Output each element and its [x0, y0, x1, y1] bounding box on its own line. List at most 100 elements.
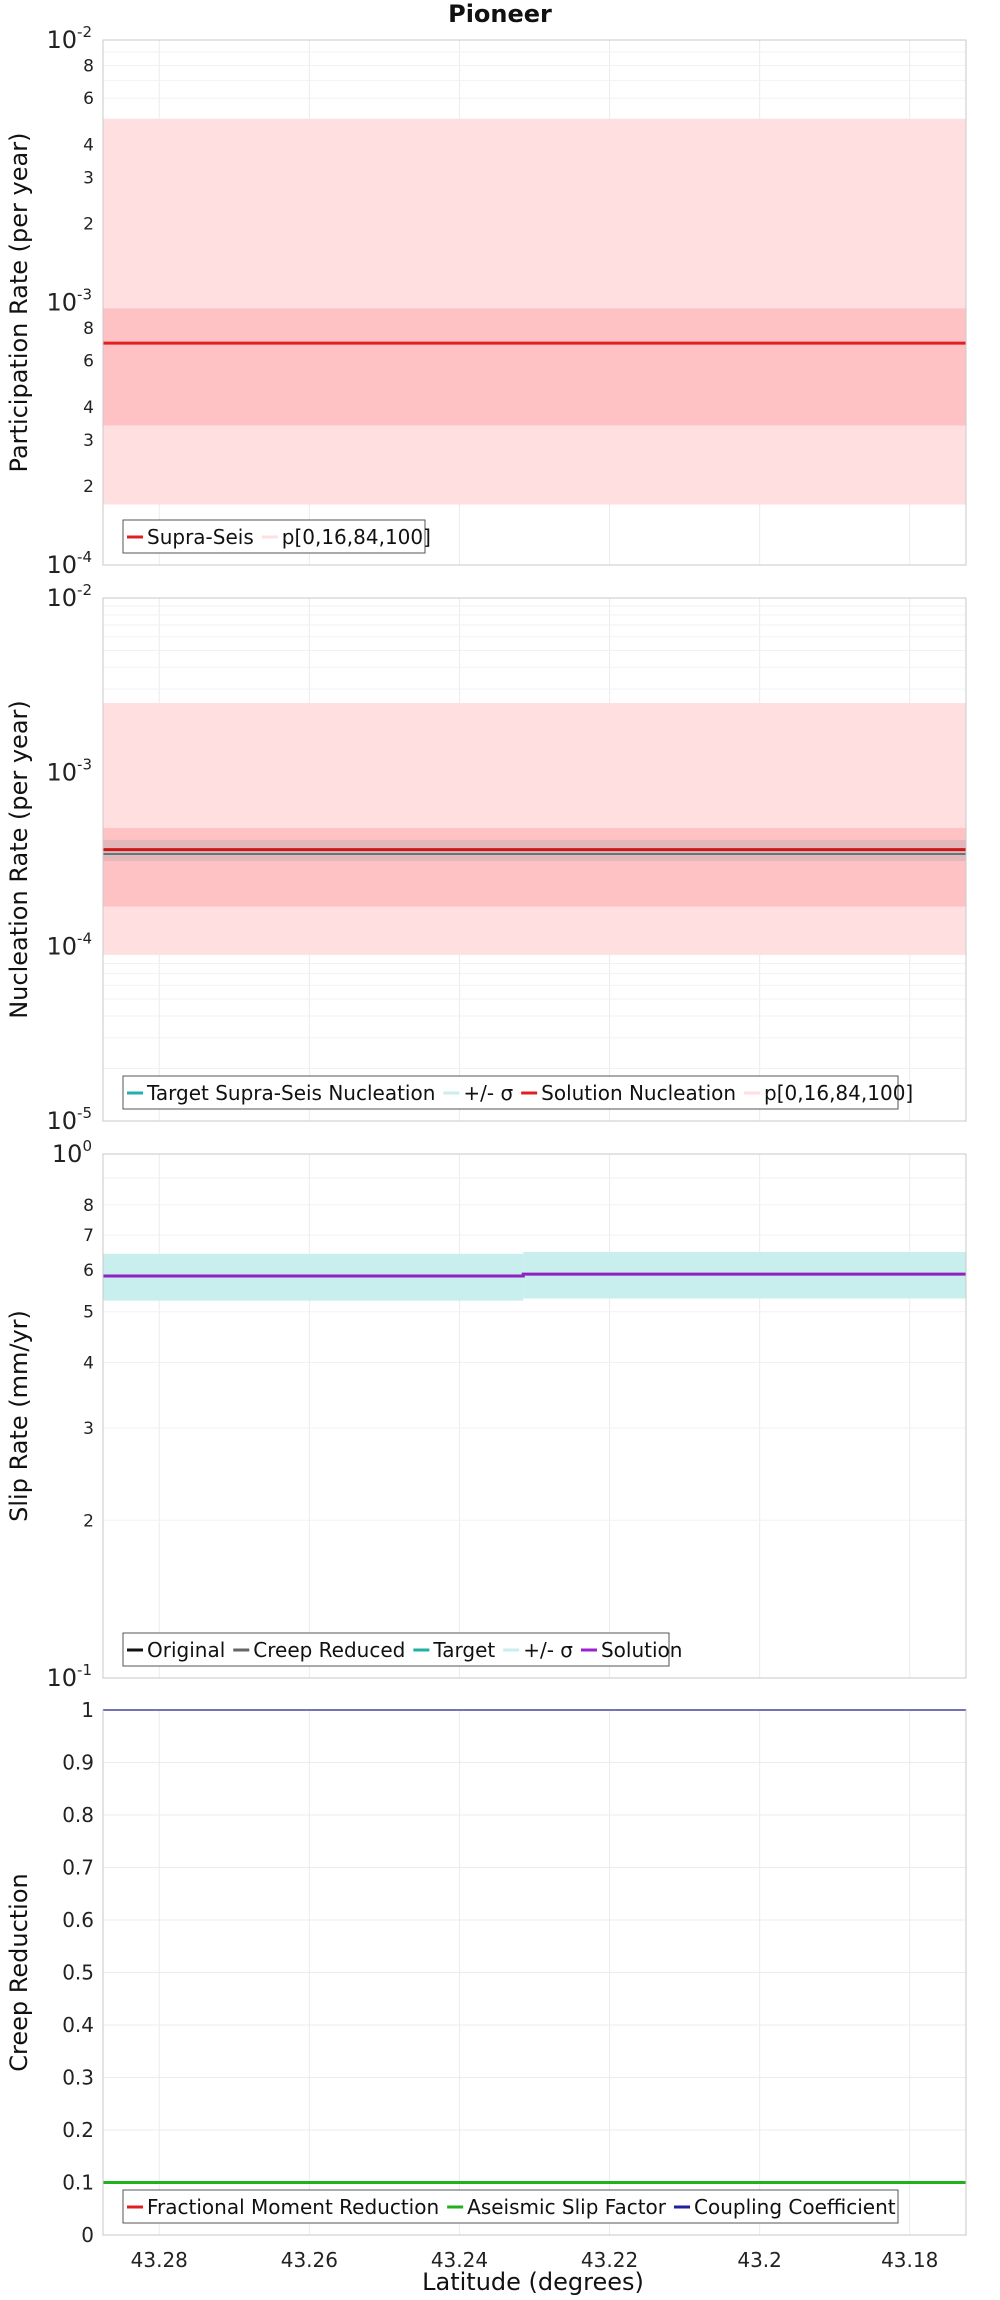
x-tick-label: 43.2: [737, 2248, 782, 2272]
y-tick-label: 100: [52, 1137, 92, 1168]
y-tick-label: 0.5: [62, 1961, 94, 1985]
plot-frame: [102, 1709, 967, 2236]
legend-box: [122, 1075, 899, 1110]
legend: Supra-Seis p[0,16,84,100]: [122, 519, 431, 554]
y-tick-label: 0.9: [62, 1751, 94, 1775]
y-tick-label: 0.4: [62, 2013, 94, 2037]
y-tick-exponent: -3: [77, 286, 92, 304]
y-tick-exponent: -4: [77, 930, 92, 948]
y-tick-label: 10-2: [46, 581, 92, 612]
y-tick-base: 10: [46, 289, 77, 317]
legend-label: Creep Reduced: [253, 1638, 405, 1662]
y-minor-tick-label: 8: [83, 1196, 94, 1216]
y-tick-label: 10-2: [46, 23, 92, 54]
chart-title: Pioneer: [448, 0, 552, 28]
y-minor-tick-label: 8: [83, 56, 94, 76]
y-tick-exponent: 0: [82, 1137, 92, 1155]
y-tick-label: 10-1: [46, 1661, 92, 1692]
y-tick-label: 0.8: [62, 1803, 94, 1827]
y-minor-tick-label: 3: [83, 168, 94, 188]
y-minor-tick-label: 8: [83, 319, 94, 339]
y-tick-exponent: -2: [77, 581, 92, 599]
y-tick-label: 0: [81, 2223, 94, 2247]
y-minor-tick-label: 5: [83, 1303, 94, 1323]
y-minor-tick-label: 7: [83, 1226, 94, 1246]
legend-label: Solution Nucleation: [541, 1081, 736, 1105]
y-tick-label: 0.3: [62, 2066, 94, 2090]
legend-label: +/- σ: [523, 1638, 573, 1662]
y-tick-label: 10-4: [46, 548, 92, 579]
y-tick-exponent: -3: [77, 755, 92, 773]
y-tick-label: 0.7: [62, 1856, 94, 1880]
y-tick-base: 10: [46, 1664, 77, 1692]
legend-label: Supra-Seis: [147, 525, 254, 549]
legend-label: Target: [432, 1638, 495, 1662]
legend: Original Creep Reduced Target +/- σ Solution: [122, 1632, 682, 1667]
y-tick-label: 0.2: [62, 2118, 94, 2142]
x-tick-label: 43.26: [281, 2248, 338, 2272]
y-minor-tick-label: 6: [83, 89, 94, 109]
series-solution: [103, 1272, 966, 1278]
x-axis-label: Latitude (degrees): [422, 2268, 644, 2296]
legend-label: Target Supra-Seis Nucleation: [146, 1081, 435, 1105]
y-tick-exponent: -5: [77, 1104, 92, 1122]
y-tick-base: 10: [52, 1140, 83, 1168]
y-tick-base: 10: [46, 551, 77, 579]
y-minor-tick-label: 4: [83, 1354, 94, 1374]
y-tick-label: 10-3: [46, 755, 92, 786]
y-tick-base: 10: [46, 933, 77, 961]
y-tick-base: 10: [46, 584, 77, 612]
y-minor-tick-label: 3: [83, 431, 94, 451]
y-minor-tick-label: 6: [83, 1261, 94, 1281]
x-tick-label: 43.22: [581, 2248, 638, 2272]
plot-frame: [102, 39, 967, 566]
legend-label: Solution: [601, 1638, 682, 1662]
y-tick-label: 0.6: [62, 1908, 94, 1932]
x-tick-label: 43.24: [431, 2248, 488, 2272]
y-tick-base: 10: [46, 1107, 77, 1135]
y-minor-tick-label: 2: [83, 1511, 94, 1531]
legend-label: Coupling Coefficient: [694, 2195, 896, 2219]
legend-label: +/- σ: [463, 1081, 513, 1105]
y-tick-exponent: -2: [77, 23, 92, 41]
legend-box: [122, 2189, 899, 2224]
plot-area: [103, 1154, 966, 1678]
legend-label: Original: [147, 1638, 225, 1662]
plot-frame: [102, 597, 967, 1122]
y-axis-label: Participation Rate (per year): [5, 133, 33, 473]
y-axis-label: Nucleation Rate (per year): [5, 700, 33, 1019]
y-axis-label: Creep Reduction: [5, 1873, 33, 2071]
legend-label: p[0,16,84,100]: [764, 1081, 913, 1105]
y-minor-tick-label: 2: [83, 214, 94, 234]
y-tick-exponent: -1: [77, 1661, 92, 1679]
x-tick-label: 43.28: [131, 2248, 188, 2272]
y-minor-tick-label: 4: [83, 398, 94, 418]
y-tick-exponent: -4: [77, 548, 92, 566]
band-p-16-84-: [103, 827, 966, 907]
legend-box: [122, 1632, 670, 1667]
y-tick-label: 1: [81, 1698, 94, 1722]
y-minor-tick-label: 2: [83, 477, 94, 497]
y-axis-label: Slip Rate (mm/yr): [5, 1310, 33, 1522]
y-tick-label: 0.1: [62, 2171, 94, 2195]
legend-label: Fractional Moment Reduction: [147, 2195, 439, 2219]
plot-frame: [102, 1153, 967, 1679]
y-tick-label: 10-4: [46, 930, 92, 961]
band-p-16-84-: [103, 308, 966, 426]
y-tick-base: 10: [46, 26, 77, 54]
x-tick-label: 43.18: [881, 2248, 938, 2272]
panel-4: 0 0.1 0.2 0.3 0.4 0.5 0.6 0.7 0.8 0.9 1 Creep Reduc…: [5, 1698, 967, 2272]
y-minor-tick-label: 6: [83, 352, 94, 372]
y-tick-label: 10-5: [46, 1104, 92, 1135]
legend: Target Supra-Seis Nucleation +/- σ Solutio…: [122, 1075, 913, 1110]
y-tick-label: 10-3: [46, 286, 92, 317]
y-minor-tick-label: 4: [83, 135, 94, 155]
legend-label: p[0,16,84,100]: [282, 525, 431, 549]
legend-label: Aseismic Slip Factor: [467, 2195, 667, 2219]
y-minor-tick-label: 3: [83, 1419, 94, 1439]
y-tick-base: 10: [46, 758, 77, 786]
